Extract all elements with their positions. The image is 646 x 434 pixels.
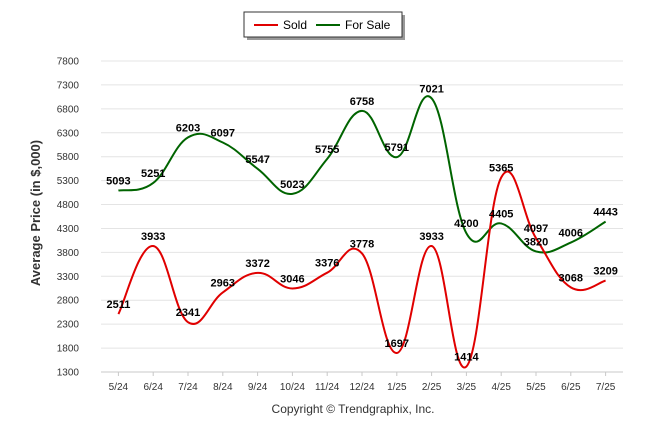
data-label-for-sale: 5791 <box>385 142 409 154</box>
data-label-sold: 4097 <box>524 223 548 235</box>
data-label-sold: 1697 <box>385 338 409 350</box>
data-label-sold: 3933 <box>141 231 165 243</box>
y-axis: 1300 1800 2300 2800 3300 3800 4300 4800 5300 5800… <box>57 57 80 379</box>
y-tick-label: 1800 <box>57 344 80 355</box>
x-tick-label: 2/25 <box>422 382 442 393</box>
data-label-for-sale: 6097 <box>211 127 235 139</box>
y-tick-label: 7300 <box>57 80 80 91</box>
series-line-for-sale <box>118 95 607 254</box>
data-label-for-sale: 5547 <box>245 154 269 166</box>
x-tick-label: 3/25 <box>457 382 477 393</box>
legend-label-sold: Sold <box>283 18 307 32</box>
y-tick-label: 3800 <box>57 248 80 259</box>
x-tick-label: 11/24 <box>315 382 340 393</box>
data-label-for-sale: 5251 <box>141 168 165 180</box>
x-tick-label: 8/24 <box>213 382 233 393</box>
x-tick-label: 6/25 <box>561 382 581 393</box>
data-label-sold: 3046 <box>280 273 304 285</box>
y-tick-label: 2800 <box>57 296 80 307</box>
data-labels: 2511 3933 2341 2963 3372 3046 3376 3778 1697 3933… <box>106 83 618 363</box>
y-tick-label: 1300 <box>57 368 80 379</box>
x-tick-label: 7/24 <box>178 382 198 393</box>
data-label-sold: 2341 <box>176 307 200 319</box>
x-tick-label: 9/24 <box>248 382 268 393</box>
x-tick-label: 5/24 <box>109 382 129 393</box>
x-tick-label: 4/25 <box>491 382 511 393</box>
series-line-sold <box>117 170 606 369</box>
data-label-sold: 3209 <box>593 266 617 278</box>
data-label-sold: 2963 <box>211 277 235 289</box>
y-tick-label: 4300 <box>57 224 80 235</box>
data-label-sold: 1414 <box>454 352 479 364</box>
data-label-for-sale: 6203 <box>176 122 200 134</box>
y-tick-label: 5800 <box>57 152 80 163</box>
data-label-sold: 3068 <box>559 272 583 284</box>
data-label-sold: 3376 <box>315 258 339 270</box>
credit-text: Copyright © Trendgraphix, Inc. <box>272 402 435 416</box>
y-axis-title: Average Price (in $,000) <box>28 140 43 286</box>
y-tick-label: 2300 <box>57 320 80 331</box>
data-label-for-sale: 5755 <box>315 144 339 156</box>
data-label-for-sale: 5093 <box>106 176 130 188</box>
data-label-sold: 5365 <box>489 163 513 175</box>
data-label-sold: 2511 <box>106 299 130 311</box>
data-label-for-sale: 6758 <box>350 96 374 108</box>
data-label-for-sale: 4405 <box>489 208 513 220</box>
series-lines <box>117 95 607 369</box>
data-label-for-sale: 3820 <box>524 236 548 248</box>
y-tick-label: 3300 <box>57 272 80 283</box>
data-label-sold: 3372 <box>245 258 269 270</box>
x-tick-label: 6/24 <box>143 382 163 393</box>
data-label-sold: 3778 <box>350 238 374 250</box>
x-tick-label: 12/24 <box>349 382 374 393</box>
x-tick-label: 5/25 <box>526 382 546 393</box>
x-tick-label: 7/25 <box>596 382 616 393</box>
data-label-for-sale: 5023 <box>280 179 304 191</box>
x-tick-label: 1/25 <box>387 382 407 393</box>
data-label-for-sale: 4006 <box>559 228 583 240</box>
data-label-for-sale: 4443 <box>593 207 617 219</box>
x-tick-label: 10/24 <box>280 382 305 393</box>
data-label-for-sale: 4200 <box>454 218 478 230</box>
legend: Sold For Sale <box>243 11 405 40</box>
data-label-sold: 3933 <box>419 231 443 243</box>
data-label-for-sale: 7021 <box>419 83 443 95</box>
y-tick-label: 6300 <box>57 128 80 139</box>
legend-label-for-sale: For Sale <box>345 18 391 32</box>
y-tick-label: 7800 <box>57 57 80 68</box>
y-tick-label: 5300 <box>57 176 80 187</box>
y-tick-label: 4800 <box>57 200 80 211</box>
y-tick-label: 6800 <box>57 104 80 115</box>
x-axis: 5/24 6/24 7/24 8/24 9/24 10/24 11/24 12/24 1/25 2… <box>101 371 623 393</box>
